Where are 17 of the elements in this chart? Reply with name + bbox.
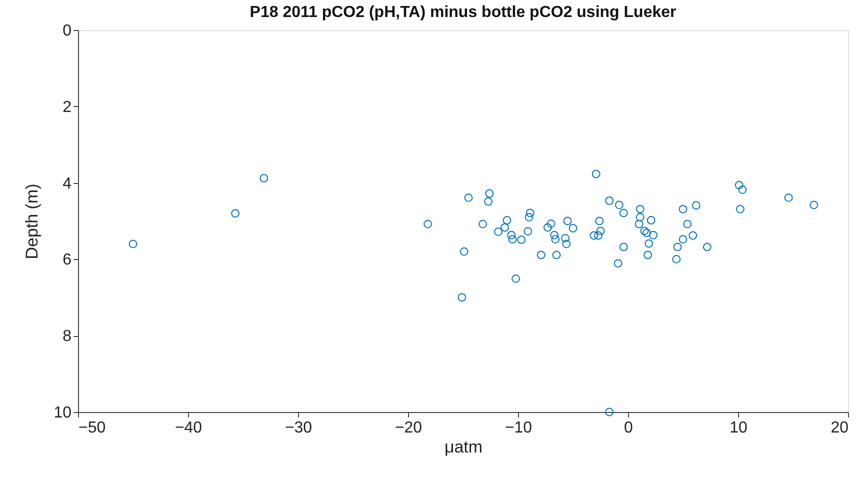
x-tick-label: −10 — [504, 420, 532, 436]
x-tick-label: −20 — [394, 420, 422, 436]
x-tick-label: −30 — [284, 420, 312, 436]
x-tick-label: −50 — [78, 420, 106, 436]
x-tick-label: 0 — [624, 420, 634, 436]
y-tick-label: 6 — [62, 252, 72, 269]
y-tick-label: 10 — [54, 404, 72, 422]
x-axis-title: μatm — [444, 438, 483, 456]
y-tick-label: 8 — [62, 328, 72, 346]
y-axis-title: Depth (m) — [22, 184, 42, 260]
y-tick-label: 2 — [62, 98, 72, 116]
chart-title: P18 2011 pCO2 (pH,TA) minus bottle pCO2 using Lueker — [250, 4, 676, 21]
x-tick-label: 20 — [830, 420, 849, 436]
y-tick-label: 0 — [62, 22, 72, 40]
x-tick-label: 10 — [730, 420, 748, 436]
x-tick-label: −40 — [174, 420, 202, 436]
y-tick-label: 4 — [62, 175, 72, 192]
